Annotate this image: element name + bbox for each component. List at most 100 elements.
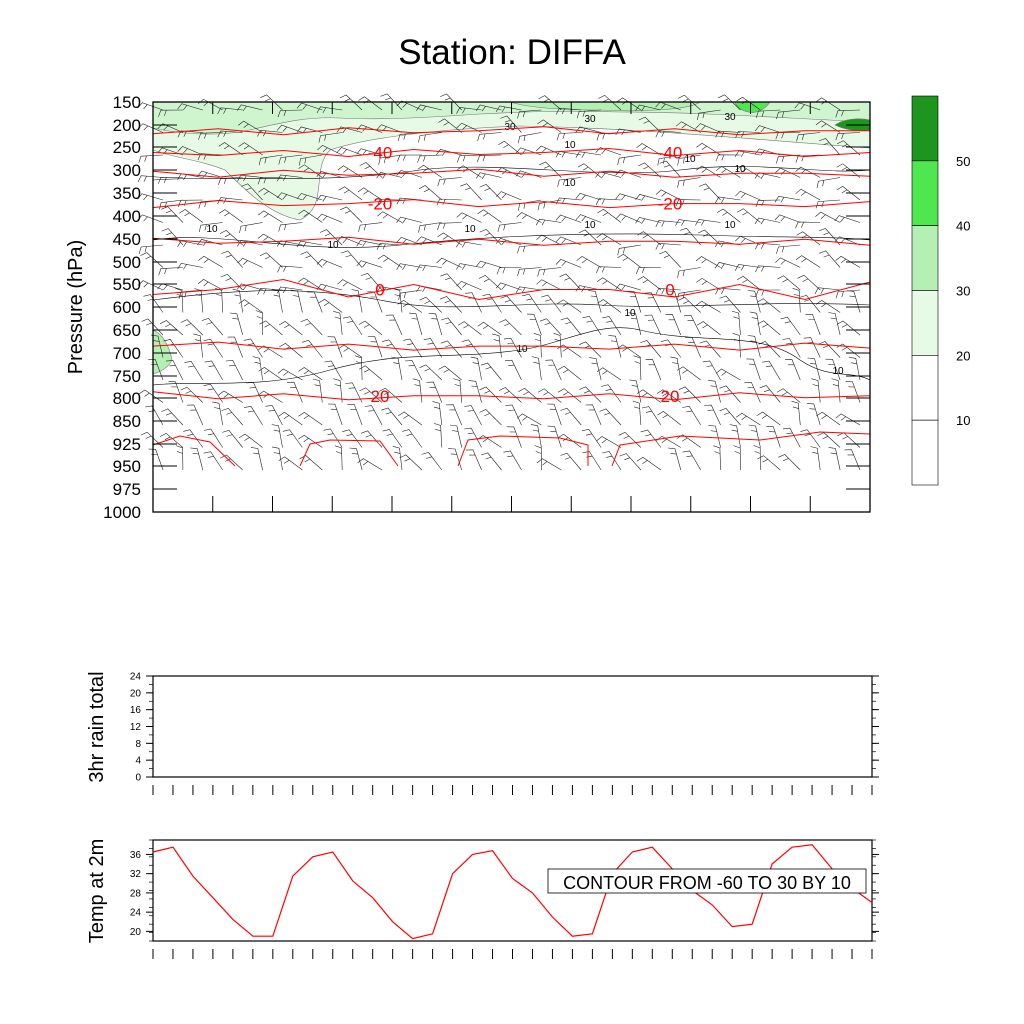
contour-label: 10 bbox=[734, 164, 746, 175]
wind-barb bbox=[582, 451, 602, 471]
wind-barb bbox=[244, 405, 263, 426]
wind-barb bbox=[441, 317, 462, 336]
wind-barb bbox=[218, 390, 243, 403]
wind-barb bbox=[782, 427, 801, 448]
wind-barb bbox=[670, 356, 682, 381]
wind-barb bbox=[278, 411, 303, 426]
contour-label: 10 bbox=[684, 154, 696, 165]
pressure-tick-label: 250 bbox=[113, 138, 141, 157]
wind-barb bbox=[835, 413, 861, 426]
wind-barb bbox=[547, 403, 562, 426]
wind-barb bbox=[356, 260, 383, 268]
wind-barb bbox=[408, 312, 423, 336]
colorbar-label: 50 bbox=[956, 154, 970, 169]
wind-barb bbox=[577, 163, 602, 178]
wind-barb bbox=[203, 383, 223, 403]
wind-barb bbox=[307, 291, 323, 313]
wind-barb bbox=[319, 229, 343, 246]
shade-region-40 bbox=[734, 101, 771, 113]
pressure-ticks: 1502002503003504004505005506006507007508… bbox=[103, 93, 870, 522]
wind-barb bbox=[343, 316, 363, 336]
wind-barb bbox=[755, 199, 781, 208]
wind-barb bbox=[276, 192, 303, 201]
chart-title: Station: DIFFA bbox=[398, 33, 626, 72]
wind-barb bbox=[227, 336, 243, 358]
wind-barb bbox=[677, 94, 701, 111]
wind-barb bbox=[220, 454, 243, 471]
wind-barb bbox=[776, 109, 801, 120]
wind-barb bbox=[667, 447, 682, 471]
wind-barb bbox=[298, 412, 323, 426]
wind-barb bbox=[246, 382, 263, 403]
wind-barb bbox=[382, 429, 403, 448]
wind-barb bbox=[279, 343, 303, 358]
contour-label: 10 bbox=[327, 240, 339, 251]
wind-barb bbox=[338, 186, 363, 201]
wind-barb bbox=[695, 219, 721, 226]
wind-barb bbox=[780, 316, 801, 336]
wind-barb bbox=[500, 295, 522, 313]
wind-barb bbox=[416, 264, 442, 272]
wind-barb bbox=[500, 115, 522, 133]
wind-barb bbox=[175, 445, 184, 471]
wind-barb bbox=[836, 186, 861, 201]
wind-barb bbox=[632, 400, 642, 426]
wind-barb bbox=[479, 228, 502, 246]
pressure-tick-label: 200 bbox=[113, 116, 141, 135]
wind-barb bbox=[731, 310, 741, 336]
wind-barb bbox=[755, 289, 781, 297]
contour-label: 10 bbox=[564, 140, 576, 151]
wind-barb bbox=[241, 183, 263, 201]
wind-barb bbox=[695, 256, 721, 268]
wind-barb bbox=[276, 124, 303, 133]
shade-region-20 bbox=[152, 101, 871, 221]
wind-barb bbox=[298, 434, 323, 448]
wind-barb bbox=[516, 212, 542, 223]
wind-barb bbox=[137, 123, 164, 133]
pressure-tick-label: 600 bbox=[113, 298, 141, 317]
wind-barb bbox=[747, 290, 761, 313]
wind-barb bbox=[818, 138, 841, 156]
wind-barb bbox=[715, 368, 741, 381]
wind-barb bbox=[440, 93, 462, 111]
rain-frame bbox=[152, 675, 873, 778]
wind-contour bbox=[152, 290, 871, 308]
wind-barb bbox=[732, 333, 741, 358]
wind-barb bbox=[296, 102, 323, 111]
wind-barb bbox=[439, 296, 462, 313]
wind-barb bbox=[714, 262, 741, 269]
wind-barb bbox=[381, 407, 403, 426]
wind-barb bbox=[655, 220, 681, 228]
wind-barb bbox=[336, 126, 363, 134]
wind-barb bbox=[398, 411, 423, 426]
wind-barb bbox=[391, 356, 403, 381]
y-tick-label: 12 bbox=[130, 722, 142, 733]
wind-barb bbox=[218, 209, 243, 223]
wind-barb bbox=[816, 411, 841, 426]
wind-barb bbox=[616, 344, 642, 358]
wind-barb bbox=[795, 188, 821, 201]
wind-barb bbox=[158, 176, 183, 184]
wind-barb bbox=[541, 294, 562, 313]
pressure-tick-label: 350 bbox=[113, 184, 141, 203]
wind-barb bbox=[638, 162, 662, 178]
wind-barb bbox=[423, 338, 443, 358]
wind-barb bbox=[478, 274, 502, 291]
wind-barb bbox=[479, 409, 502, 426]
wind-barb bbox=[436, 198, 462, 206]
wind-barb bbox=[560, 407, 582, 426]
wind-barb bbox=[393, 288, 403, 313]
wind-contour bbox=[152, 166, 871, 181]
wind-barb bbox=[792, 288, 801, 313]
wind-barb bbox=[637, 276, 662, 291]
colorbar-label: 40 bbox=[956, 219, 970, 234]
wind-barb bbox=[696, 277, 721, 291]
wind-barb bbox=[776, 244, 801, 254]
wind-barb bbox=[537, 388, 562, 403]
wind-barb bbox=[715, 130, 741, 138]
wind-barb bbox=[426, 381, 443, 403]
wind-barb bbox=[575, 214, 602, 223]
wind-barb bbox=[575, 151, 602, 158]
wind-barb bbox=[506, 426, 522, 448]
temp-axis-label: Temp at 2m bbox=[86, 839, 108, 943]
